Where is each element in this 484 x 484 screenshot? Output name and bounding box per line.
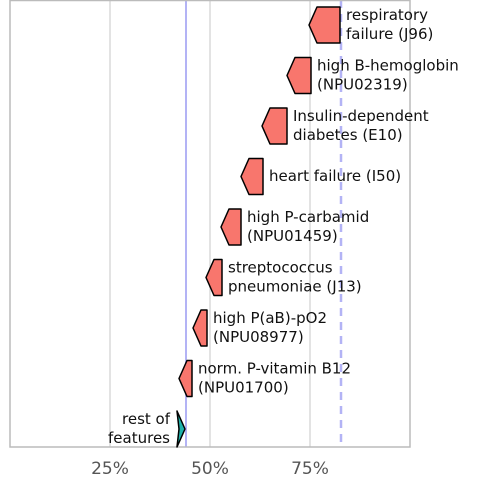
feature-label: (NPU01700) [198,379,289,397]
plot-frame [9,0,411,448]
feature-arrow [205,258,223,297]
feature-label: norm. P-vitamin B12 [198,360,351,378]
feature-label: respiratory [346,6,428,24]
feature-arrow [261,107,288,145]
feature-label: Insulin-dependent [293,107,429,125]
feature-arrow [308,6,341,44]
feature-label: heart failure (I50) [269,167,401,185]
feature-arrow [220,208,242,246]
feature-label: high P(aB)-pO2 [213,309,327,327]
feature-arrow [176,410,186,448]
feature-arrow [178,359,193,398]
feature-arrow [192,309,208,347]
feature-label: rest of [122,410,171,428]
feature-label: (NPU08977) [213,328,304,346]
feature-arrow [240,157,264,196]
x-tick-label: 75% [291,459,329,479]
feature-label: pneumoniae (J13) [228,278,362,296]
feature-label: failure (J96) [346,25,433,43]
feature-label: (NPU02319) [317,76,408,94]
feature-label: (NPU01459) [247,227,338,245]
feature-label: diabetes (E10) [293,126,403,144]
feature-arrow [286,56,312,95]
feature-label: high P-carbamid [247,208,369,226]
feature-label: high B-hemoglobin [317,57,459,75]
x-tick-label: 25% [91,459,129,479]
x-tick-label: 50% [191,459,229,479]
feature-label: features [108,429,170,447]
feature-label: streptococcus [228,259,333,277]
